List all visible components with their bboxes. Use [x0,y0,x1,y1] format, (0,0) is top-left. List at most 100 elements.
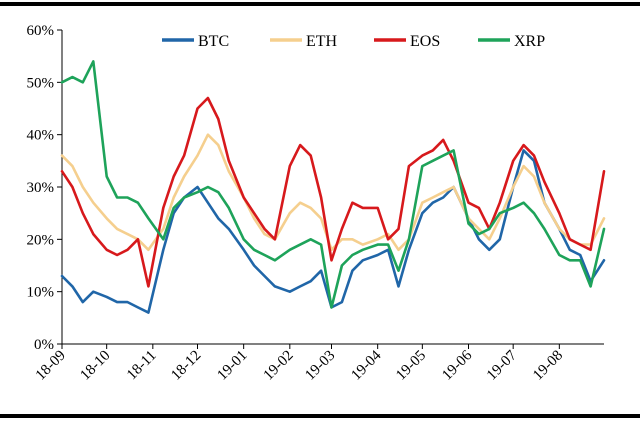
data-point-btc [579,254,582,256]
bottom-rule [0,414,640,418]
data-point-xrp [116,196,118,199]
data-point-btc [397,285,400,288]
data-point-eos [421,154,424,157]
data-point-btc [603,259,605,262]
data-point-xrp [242,238,245,241]
data-point-eth [263,233,266,236]
data-point-btc [92,290,95,293]
data-point-btc [568,248,571,251]
data-point-eos [522,144,525,147]
y-tick-label: 0% [34,337,54,353]
data-point-eth [341,238,343,241]
data-point-eth [543,201,546,204]
data-point-btc [116,301,118,303]
data-point-xrp [126,196,129,199]
data-point-xrp [263,254,266,256]
data-point-btc [217,217,220,220]
data-point-xrp [361,248,364,251]
data-point-xrp [408,238,410,241]
data-point-xrp [320,243,322,246]
data-point-xrp [183,196,186,199]
data-point-btc [137,306,139,309]
data-point-eos [299,144,302,147]
data-point-eos [263,228,266,230]
data-point-xrp [397,269,400,272]
data-point-btc [522,149,525,152]
y-tick-label: 20% [27,232,55,248]
data-point-xrp [92,60,95,63]
data-point-xrp [61,81,63,84]
data-point-eos [603,170,605,173]
x-tick-label: 18-12 [168,348,204,384]
data-point-eos [147,285,150,288]
x-tick-label: 18-10 [77,348,113,384]
data-point-eos [431,149,434,152]
data-point-btc [478,238,480,241]
data-point-eth [288,212,291,215]
data-point-xrp [387,243,389,246]
data-point-eos [467,201,470,204]
data-point-eth [488,238,491,241]
data-point-btc [431,201,434,204]
data-point-btc [376,254,379,256]
data-point-eos [568,238,571,241]
data-point-xrp [589,285,592,288]
data-point-eos [71,186,74,188]
data-point-eth [172,196,175,199]
data-point-eth [442,191,445,194]
data-point-xrp [467,222,470,225]
data-point-eth [227,170,230,173]
x-tick-label: 19-02 [261,348,297,384]
data-point-btc [71,285,74,288]
data-point-xrp [299,243,302,246]
data-point-xrp [543,228,546,230]
x-tick-label: 19-06 [439,347,475,383]
data-point-btc [227,228,230,230]
data-point-xrp [147,217,150,220]
data-point-eth [498,217,501,220]
legend-label-eth: ETH [306,33,338,50]
data-point-eos [351,201,354,204]
data-point-xrp [568,259,571,262]
data-point-xrp [376,243,379,246]
data-point-xrp [351,254,354,256]
data-point-xrp [522,201,525,204]
data-point-eth [397,248,400,251]
data-point-btc [533,159,535,162]
data-point-eos [253,212,256,215]
data-point-eos [137,238,139,241]
data-point-eth [196,154,199,157]
data-point-eos [320,196,322,199]
data-point-xrp [227,207,230,209]
data-point-eth [320,217,322,220]
data-point-btc [81,301,84,303]
y-tick-label: 40% [27,128,55,144]
data-point-eth [253,217,256,220]
data-point-eth [217,144,220,147]
data-point-eos [105,248,108,251]
data-point-eth [183,175,186,178]
data-point-btc [408,248,410,251]
data-point-xrp [71,76,74,78]
data-point-xrp [341,264,343,267]
data-point-btc [488,248,491,251]
data-point-eth [421,201,424,204]
data-point-xrp [309,238,312,241]
data-point-btc [61,275,63,277]
data-point-eth [92,201,95,204]
x-tick-label: 18-11 [124,348,160,384]
data-point-xrp [533,212,535,215]
data-point-eos [309,154,312,157]
data-point-btc [320,269,322,272]
data-point-eos [242,196,245,199]
data-point-btc [351,269,354,272]
data-point-eth [533,175,535,178]
data-point-eth [61,154,63,157]
data-point-xrp [288,248,291,251]
data-point-eos [397,228,400,230]
legend-label-btc: BTC [198,33,229,50]
data-point-eth [522,165,525,168]
x-tick-label: 19-08 [530,348,566,384]
data-point-eos [408,165,410,168]
